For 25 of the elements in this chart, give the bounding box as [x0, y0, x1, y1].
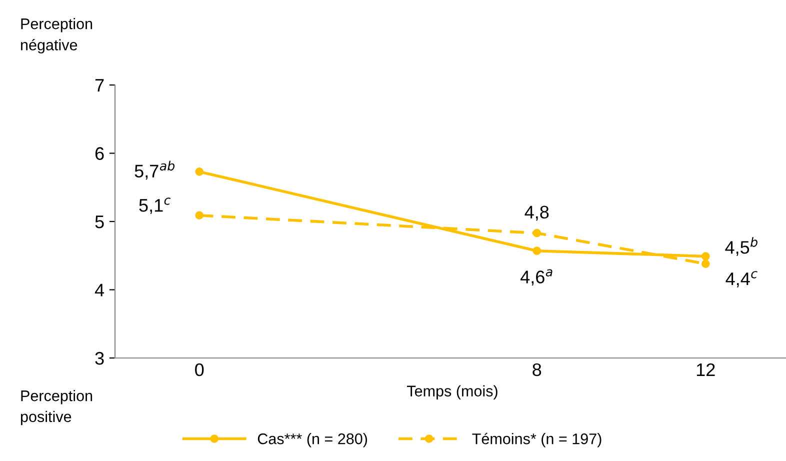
- data-label: 5,1$^{c}$: [139, 198, 171, 214]
- point: [532, 228, 542, 238]
- x-tick-label: 8: [532, 363, 542, 376]
- y-tick-label: 5: [95, 216, 104, 228]
- x-tick-label: 0: [195, 363, 204, 376]
- y-tick-label: 4: [94, 284, 104, 296]
- data-label: 5,7$^{ab}$: [134, 160, 175, 180]
- text: Perception négative: [21, 18, 92, 54]
- point: [195, 211, 204, 220]
- legend-label: Cas*** (n = 280): [258, 433, 368, 448]
- x-tick-label: 12: [696, 363, 715, 376]
- data-label: 4,5$^{b}$: [725, 237, 758, 256]
- data-label: 4,4$^{c}$: [726, 271, 758, 288]
- point: [701, 252, 710, 260]
- x-axis-title: Temps (mois): [407, 385, 498, 400]
- data-label: 4,6$^{a}$: [520, 269, 552, 286]
- point: [532, 246, 542, 256]
- legend-label: Témoins* (n = 197): [472, 432, 602, 448]
- point: [195, 168, 204, 176]
- text: Perception positive: [20, 390, 92, 426]
- data-label: 4,8: [524, 206, 549, 221]
- point: [701, 260, 710, 268]
- y-tick-label: 3: [95, 352, 104, 365]
- y-tick-label: 7: [95, 79, 104, 92]
- y-tick-label: 6: [95, 147, 104, 160]
